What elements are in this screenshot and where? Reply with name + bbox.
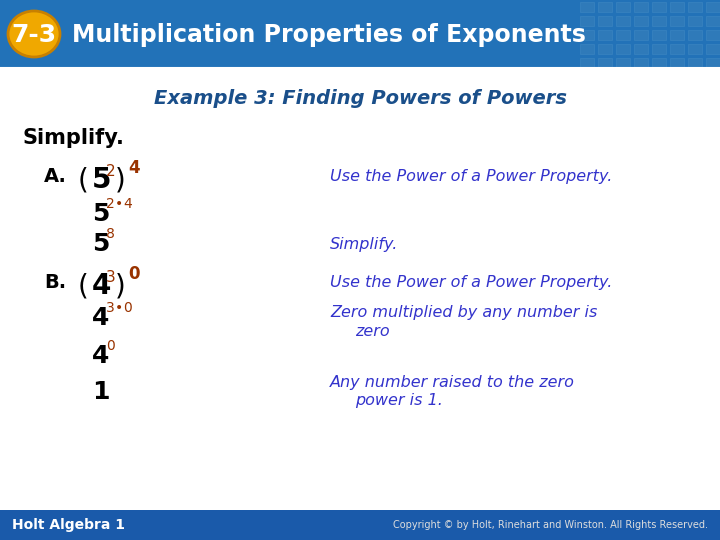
Bar xyxy=(580,16,594,26)
Bar xyxy=(598,58,612,68)
Bar xyxy=(580,30,594,40)
Text: 0: 0 xyxy=(128,265,140,283)
Text: Zero multiplied by any number is: Zero multiplied by any number is xyxy=(330,306,598,321)
Text: 2: 2 xyxy=(106,164,116,179)
Text: Use the Power of a Power Property.: Use the Power of a Power Property. xyxy=(330,168,613,184)
Bar xyxy=(616,30,630,40)
Bar xyxy=(706,16,720,26)
Bar xyxy=(580,2,594,12)
Text: ): ) xyxy=(115,272,126,300)
Bar xyxy=(706,30,720,40)
Bar xyxy=(688,30,702,40)
Bar xyxy=(652,44,666,54)
Text: B.: B. xyxy=(44,273,66,292)
Text: A.: A. xyxy=(44,166,67,186)
Bar xyxy=(598,2,612,12)
Text: 5: 5 xyxy=(92,202,109,226)
Bar xyxy=(670,30,684,40)
Bar xyxy=(616,44,630,54)
Text: 3: 3 xyxy=(106,269,116,285)
Bar xyxy=(670,58,684,68)
Bar xyxy=(706,2,720,12)
Bar xyxy=(580,44,594,54)
Text: 4: 4 xyxy=(123,197,132,211)
Text: Copyright © by Holt, Rinehart and Winston. All Rights Reserved.: Copyright © by Holt, Rinehart and Winsto… xyxy=(393,520,708,530)
Text: Any number raised to the zero: Any number raised to the zero xyxy=(330,375,575,390)
Bar xyxy=(688,16,702,26)
Text: 4: 4 xyxy=(92,344,109,368)
Bar xyxy=(598,30,612,40)
Bar xyxy=(580,58,594,68)
Text: ): ) xyxy=(115,166,126,194)
Text: 7-3: 7-3 xyxy=(12,23,57,47)
Text: 3: 3 xyxy=(106,301,114,315)
Text: 4: 4 xyxy=(92,306,109,330)
Text: •: • xyxy=(115,197,123,211)
Bar xyxy=(0,0,720,68)
Text: Simplify.: Simplify. xyxy=(22,128,124,148)
Text: (: ( xyxy=(78,166,89,194)
Bar xyxy=(616,2,630,12)
Bar xyxy=(0,510,720,540)
Bar xyxy=(616,58,630,68)
Text: Use the Power of a Power Property.: Use the Power of a Power Property. xyxy=(330,274,613,289)
Bar xyxy=(652,2,666,12)
Bar xyxy=(634,30,648,40)
Bar xyxy=(652,58,666,68)
Bar xyxy=(706,58,720,68)
Bar xyxy=(688,58,702,68)
Text: 1: 1 xyxy=(92,380,109,404)
Bar xyxy=(616,16,630,26)
Text: •: • xyxy=(115,301,123,315)
Text: 4: 4 xyxy=(92,272,112,300)
Bar xyxy=(598,44,612,54)
Bar xyxy=(652,16,666,26)
Text: Holt Algebra 1: Holt Algebra 1 xyxy=(12,518,125,532)
Bar xyxy=(706,44,720,54)
Text: 0: 0 xyxy=(123,301,132,315)
Bar xyxy=(652,30,666,40)
Text: 4: 4 xyxy=(128,159,140,177)
Text: Multiplication Properties of Exponents: Multiplication Properties of Exponents xyxy=(72,23,586,47)
Text: Simplify.: Simplify. xyxy=(330,237,398,252)
Bar xyxy=(670,44,684,54)
Text: power is 1.: power is 1. xyxy=(355,393,443,408)
Text: Example 3: Finding Powers of Powers: Example 3: Finding Powers of Powers xyxy=(153,89,567,107)
Bar xyxy=(0,68,720,510)
Bar xyxy=(634,16,648,26)
Ellipse shape xyxy=(8,11,60,57)
Text: (: ( xyxy=(78,272,89,300)
Bar xyxy=(688,44,702,54)
Bar xyxy=(598,16,612,26)
Text: 5: 5 xyxy=(92,166,112,194)
Bar xyxy=(634,58,648,68)
Bar xyxy=(634,44,648,54)
Text: 0: 0 xyxy=(106,339,114,353)
Text: 2: 2 xyxy=(106,197,114,211)
Text: zero: zero xyxy=(355,325,390,340)
Text: 5: 5 xyxy=(92,232,109,256)
Bar xyxy=(688,2,702,12)
Text: 8: 8 xyxy=(106,227,115,241)
Bar xyxy=(634,2,648,12)
Bar xyxy=(670,16,684,26)
Bar xyxy=(670,2,684,12)
